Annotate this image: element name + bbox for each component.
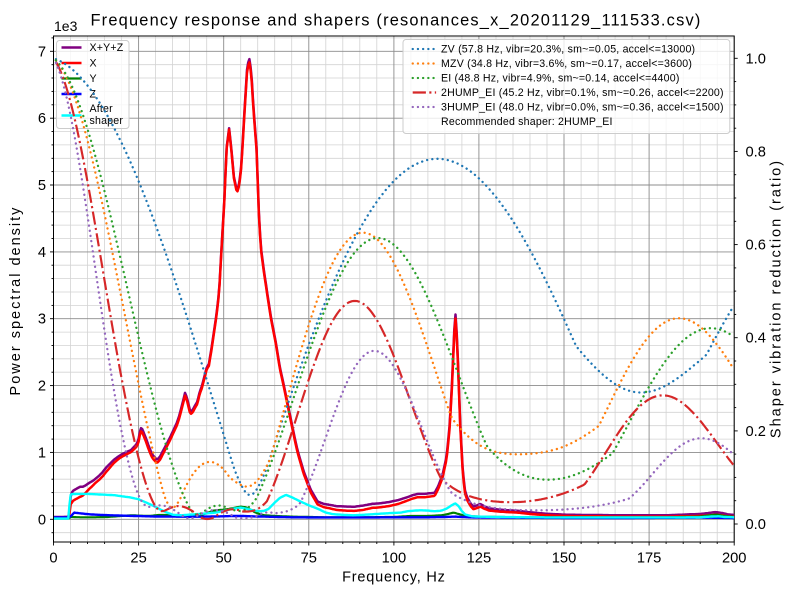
svg-text:Power spectral density: Power spectral density — [8, 206, 24, 396]
svg-text:0.4: 0.4 — [746, 331, 766, 347]
svg-text:ZV (57.8 Hz, vibr=20.3%, sm~=0: ZV (57.8 Hz, vibr=20.3%, sm~=0.05, accel… — [441, 44, 695, 56]
svg-text:5: 5 — [38, 178, 46, 194]
svg-text:1.0: 1.0 — [746, 51, 766, 67]
svg-text:Frequency response and shapers: Frequency response and shapers (resonanc… — [90, 12, 701, 30]
svg-text:2: 2 — [38, 379, 46, 395]
svg-text:0.2: 0.2 — [746, 424, 766, 440]
svg-text:X: X — [90, 58, 97, 70]
svg-text:shaper: shaper — [90, 115, 124, 127]
svg-text:3: 3 — [38, 312, 46, 328]
svg-text:4: 4 — [38, 245, 46, 261]
svg-text:Frequency, Hz: Frequency, Hz — [342, 570, 446, 586]
svg-text:MZV (34.8 Hz, vibr=3.6%, sm~=0: MZV (34.8 Hz, vibr=3.6%, sm~=0.17, accel… — [441, 58, 692, 70]
svg-text:125: 125 — [467, 551, 492, 567]
svg-text:0: 0 — [38, 512, 46, 528]
svg-text:Y: Y — [90, 73, 97, 85]
svg-text:EI (48.8 Hz, vibr=4.9%, sm~=0.: EI (48.8 Hz, vibr=4.9%, sm~=0.14, accel<… — [441, 73, 680, 85]
svg-text:Shaper vibration reduction (ra: Shaper vibration reduction (ratio) — [769, 159, 785, 438]
svg-text:0.0: 0.0 — [746, 517, 766, 533]
svg-text:3HUMP_EI (48.0 Hz, vibr=0.0%,: 3HUMP_EI (48.0 Hz, vibr=0.0%, sm~=0.36, … — [441, 102, 724, 114]
svg-text:0.8: 0.8 — [746, 144, 766, 160]
svg-text:7: 7 — [38, 44, 46, 60]
svg-text:2HUMP_EI (45.2 Hz, vibr=0.1%,: 2HUMP_EI (45.2 Hz, vibr=0.1%, sm~=0.26, … — [441, 87, 724, 99]
svg-text:150: 150 — [552, 551, 577, 567]
svg-text:75: 75 — [301, 551, 317, 567]
svg-text:X+Y+Z: X+Y+Z — [90, 42, 124, 54]
svg-text:50: 50 — [216, 551, 232, 567]
svg-text:6: 6 — [38, 111, 46, 127]
svg-text:1: 1 — [38, 445, 46, 461]
svg-text:200: 200 — [722, 551, 747, 567]
svg-text:175: 175 — [637, 551, 662, 567]
svg-text:25: 25 — [130, 551, 146, 567]
svg-text:After: After — [90, 103, 114, 115]
svg-text:Recommended shaper: 2HUMP_EI: Recommended shaper: 2HUMP_EI — [441, 116, 613, 128]
svg-text:1e3: 1e3 — [54, 18, 78, 34]
svg-text:0.6: 0.6 — [746, 238, 766, 254]
svg-text:100: 100 — [382, 551, 407, 567]
svg-text:0: 0 — [49, 551, 57, 567]
